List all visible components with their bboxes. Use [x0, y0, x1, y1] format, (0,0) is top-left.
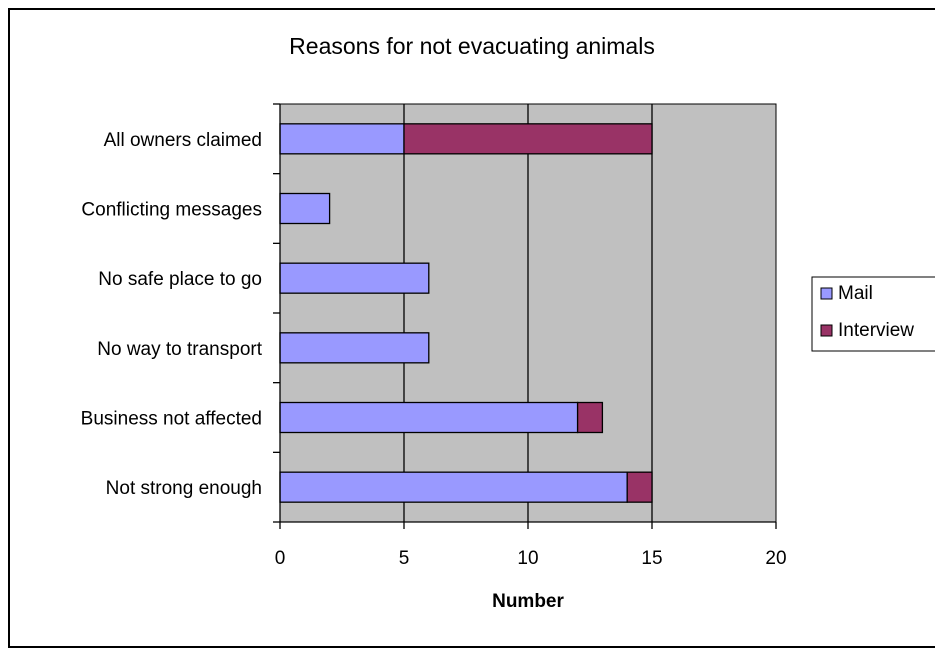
bar-mail-4	[280, 403, 578, 433]
bar-interview-4	[578, 403, 603, 433]
category-label: Business not affected	[81, 409, 262, 430]
legend: Mail Interview	[812, 277, 935, 351]
category-label: No safe place to go	[98, 269, 262, 290]
bar-mail-2	[280, 263, 429, 293]
x-tick-label: 5	[399, 548, 410, 569]
bar-mail-1	[280, 194, 330, 224]
x-tick-label: 0	[275, 548, 286, 569]
bar-mail-3	[280, 333, 429, 363]
category-label: Not strong enough	[106, 478, 262, 499]
chart-title: Reasons for not evacuating animals	[289, 33, 655, 59]
legend-swatch-interview	[821, 325, 832, 336]
category-label: Conflicting messages	[81, 200, 262, 221]
legend-label-interview: Interview	[838, 320, 914, 341]
category-label: No way to transport	[97, 339, 262, 360]
category-label: All owners claimed	[104, 130, 262, 151]
x-tick-label: 20	[765, 548, 786, 569]
bar-mail-0	[280, 124, 404, 154]
legend-swatch-mail	[821, 288, 832, 299]
bar-interview-0	[404, 124, 652, 154]
legend-label-mail: Mail	[838, 283, 873, 304]
bar-mail-5	[280, 472, 627, 502]
bar-interview-5	[627, 472, 652, 502]
x-tick-label: 10	[517, 548, 538, 569]
x-tick-label: 15	[641, 548, 662, 569]
x-axis-title: Number	[492, 591, 564, 612]
